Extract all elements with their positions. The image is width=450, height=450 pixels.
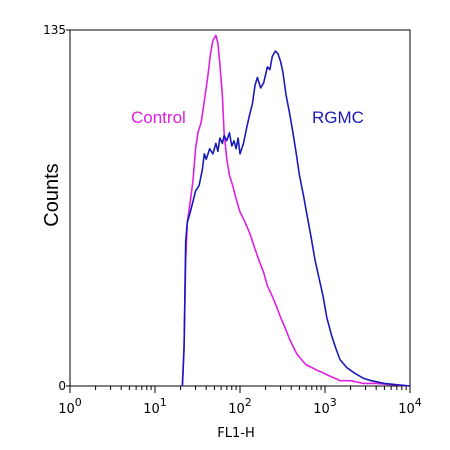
x-axis-label: FL1-H: [217, 426, 254, 441]
x-tick-label: 101: [143, 396, 167, 417]
y-tick-label: 0: [58, 379, 66, 393]
x-tick-label: 103: [313, 396, 337, 417]
y-axis-label: Counts: [41, 163, 63, 226]
series-line-rgmc: [181, 50, 411, 387]
x-tick-label: 104: [398, 396, 422, 417]
plot-frame: [69, 29, 411, 387]
label-layer: Counts FL1-H Control RGMC: [41, 108, 364, 441]
annotation-rgmc: RGMC: [312, 108, 364, 127]
y-tick-label: 135: [43, 23, 66, 37]
axes: 0 135 100 101 102 103 104: [43, 23, 422, 417]
series-line-control: [181, 34, 411, 387]
series-layer: [181, 34, 411, 387]
annotation-control: Control: [131, 108, 186, 127]
x-tick-label: 102: [228, 396, 252, 417]
x-tick-label: 100: [58, 396, 82, 417]
